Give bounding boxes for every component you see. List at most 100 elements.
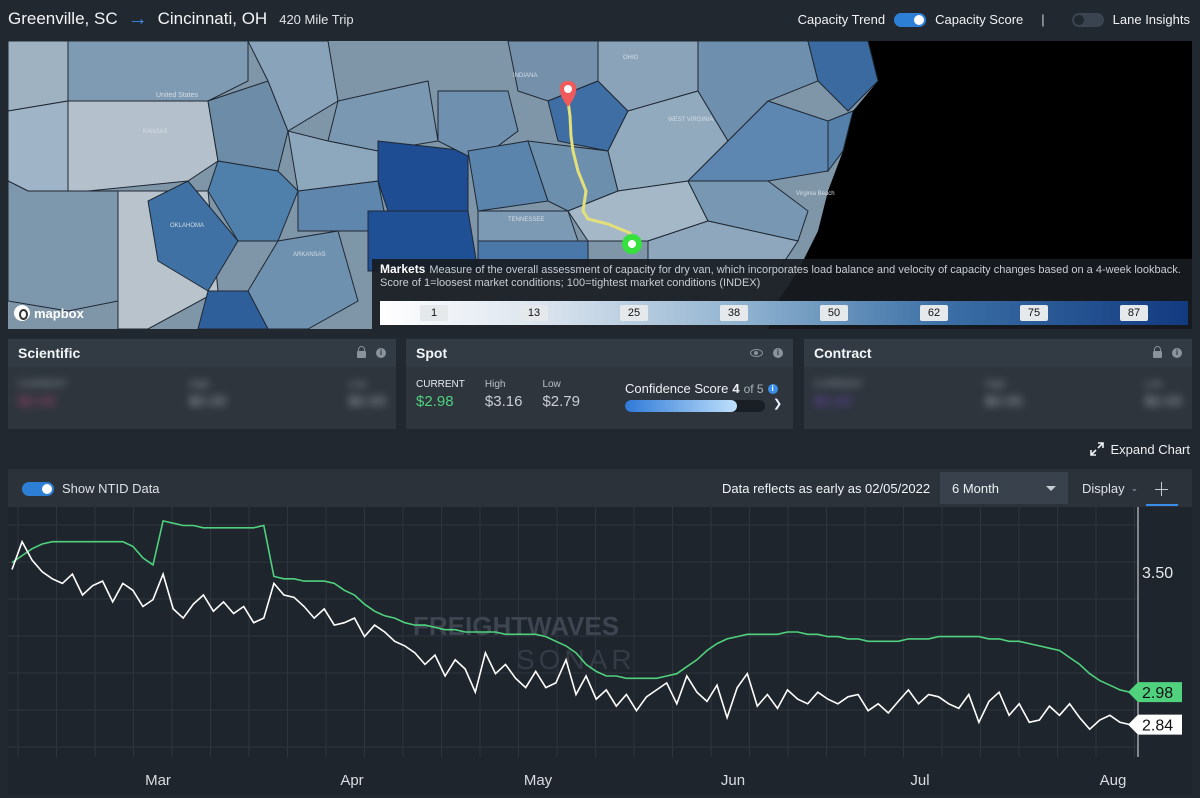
rate-value: $0.00 (814, 393, 852, 410)
origin-city: Greenville, SC (8, 9, 118, 28)
rate-label: CURRENT (814, 379, 863, 390)
route-line (566, 100, 635, 245)
lane-insights-toggle[interactable] (1071, 12, 1104, 27)
y-tick-label: 3.50 (1142, 565, 1173, 582)
display-menu[interactable]: Display ⌄ (1082, 481, 1138, 496)
badge-shape (1128, 682, 1182, 703)
time-range-select[interactable]: 6 Month (940, 472, 1068, 504)
badge-label: 2.84 (1142, 718, 1173, 735)
legend-tick: 25 (620, 305, 648, 321)
show-ntid-label: Show NTID Data (62, 481, 160, 496)
destination-city: Cincinnati, OH (157, 9, 268, 28)
rate-low: Low $0.00 (1144, 379, 1182, 410)
rate-label: High (484, 379, 506, 390)
mapbox-label: mapbox (34, 305, 84, 321)
x-tick-label: Jul (910, 772, 929, 789)
x-tick-label: Mar (145, 772, 171, 789)
capacity-toggle[interactable] (894, 12, 927, 27)
rate-label: High (984, 379, 1006, 390)
rate-value: $0.00 (18, 393, 56, 410)
info-icon[interactable]: i (376, 348, 386, 358)
lane-insights-label[interactable]: Lane Insights (1112, 12, 1190, 27)
rate-high: High $3.16 (485, 379, 523, 410)
rate-value: $0.00 (984, 393, 1023, 410)
legend-tick: 1 (420, 305, 448, 321)
rate-value: $0.00 (348, 393, 386, 410)
show-ntid-toggle[interactable]: Show NTID Data (22, 481, 160, 496)
eye-icon[interactable] (750, 349, 763, 357)
ntid-toggle[interactable] (22, 481, 54, 496)
caret-down-icon (1046, 485, 1056, 491)
map-label-indiana: INDIANA (513, 73, 537, 79)
map-label-tennessee: TENNESSEE (508, 217, 544, 223)
capacity-score-label[interactable]: Capacity Score (935, 12, 1024, 27)
crosshair-icon[interactable] (1146, 474, 1178, 506)
route-title: Greenville, SC → Cincinnati, OH 420 Mile… (8, 9, 354, 29)
map-label-wv: WEST VIRGINIA (668, 117, 713, 123)
confidence-label: Confidence Score (625, 381, 729, 396)
watermark-line2: SONAR (516, 644, 636, 675)
info-icon[interactable]: i (773, 348, 783, 358)
legend-description: Measure of the overall assessment of cap… (380, 264, 1181, 289)
legend-title: Markets (380, 262, 426, 276)
chevron-down-icon[interactable]: ❯ (773, 398, 783, 410)
card-icons: i (357, 346, 386, 358)
series-line (11, 539, 1131, 731)
rate-chart[interactable]: FREIGHTWAVES SONAR 3.50 Mar Apr May Jun Jul Au… (8, 507, 1192, 794)
card-title: Scientific (18, 345, 81, 361)
expand-icon (1089, 442, 1104, 456)
map-legend: Markets Measure of the overall assessment… (372, 259, 1192, 329)
contract-card: Contract i CURRENT $0.00 High $0.00 Low $0.… (804, 339, 1192, 429)
header: Greenville, SC → Cincinnati, OH 420 Mile… (0, 0, 1200, 40)
legend-gradient: 1 13 25 38 50 62 75 87 (380, 301, 1188, 325)
legend-tick: 75 (1020, 305, 1048, 321)
series-line (11, 519, 1131, 693)
expand-chart-label: Expand Chart (1110, 441, 1191, 457)
expand-chart-button[interactable]: Expand Chart (1089, 441, 1191, 457)
x-tick-label: Aug (1100, 772, 1127, 789)
end-value-badge: 2.84 (1128, 714, 1182, 735)
rate-label: CURRENT (18, 379, 67, 390)
confidence-score: Confidence Score 4 of 5 i ❯ (625, 381, 782, 412)
confidence-value: 4 (732, 381, 740, 396)
card-icons: i (750, 348, 783, 358)
chevron-down-icon: ⌄ (1130, 483, 1139, 493)
lock-icon (357, 346, 366, 358)
rate-current: CURRENT $0.00 (814, 379, 863, 410)
destination-pin-icon[interactable] (622, 234, 642, 254)
rate-row: CURRENT $2.98 High $3.16 Low $2.79 (406, 367, 793, 410)
origin-pin-icon[interactable] (559, 81, 577, 107)
chart-series (11, 519, 1131, 731)
card-title: Contract (814, 345, 872, 361)
rate-low: Low $2.79 (542, 379, 580, 410)
map-label-arkansas: ARKANSAS (293, 252, 326, 258)
rate-value: $2.79 (542, 393, 580, 410)
legend-tick: 13 (520, 305, 548, 321)
info-icon[interactable]: i (767, 383, 778, 394)
lock-icon (1153, 346, 1162, 358)
rate-value: $0.00 (188, 393, 227, 410)
rate-row: CURRENT $0.00 High $0.00 Low $0.00 (804, 367, 1192, 410)
rate-label: Low (542, 379, 561, 390)
legend-tick: 38 (720, 305, 748, 321)
time-range-value: 6 Month (952, 480, 999, 496)
mapbox-attribution[interactable]: mapbox (14, 305, 84, 321)
legend-tick: 87 (1120, 305, 1148, 321)
rate-label: Low (348, 379, 367, 390)
rate-current: CURRENT $0.00 (18, 379, 67, 410)
capacity-map[interactable]: United States INDIANA OHIO WEST VIRGINIA… (8, 41, 1192, 329)
card-header: Scientific i (8, 339, 396, 367)
legend-text: Markets Measure of the overall assessment… (380, 263, 1184, 290)
info-icon[interactable]: i (1172, 348, 1182, 358)
x-tick-label: Jun (721, 772, 745, 789)
rate-value: $0.00 (1144, 393, 1182, 410)
capacity-trend-label[interactable]: Capacity Trend (797, 12, 886, 27)
legend-tick: 50 (820, 305, 848, 321)
rate-label: Low (1144, 379, 1163, 390)
toggle-knob (914, 14, 925, 25)
display-label: Display (1082, 481, 1125, 496)
map-canvas[interactable]: United States INDIANA OHIO WEST VIRGINIA… (8, 41, 1192, 329)
watermark-line1: FREIGHTWAVES (413, 611, 619, 641)
spot-card: Spot i CURRENT $2.98 High $3.16 Low $2.79 C… (406, 339, 793, 429)
separator: | (1041, 12, 1045, 27)
